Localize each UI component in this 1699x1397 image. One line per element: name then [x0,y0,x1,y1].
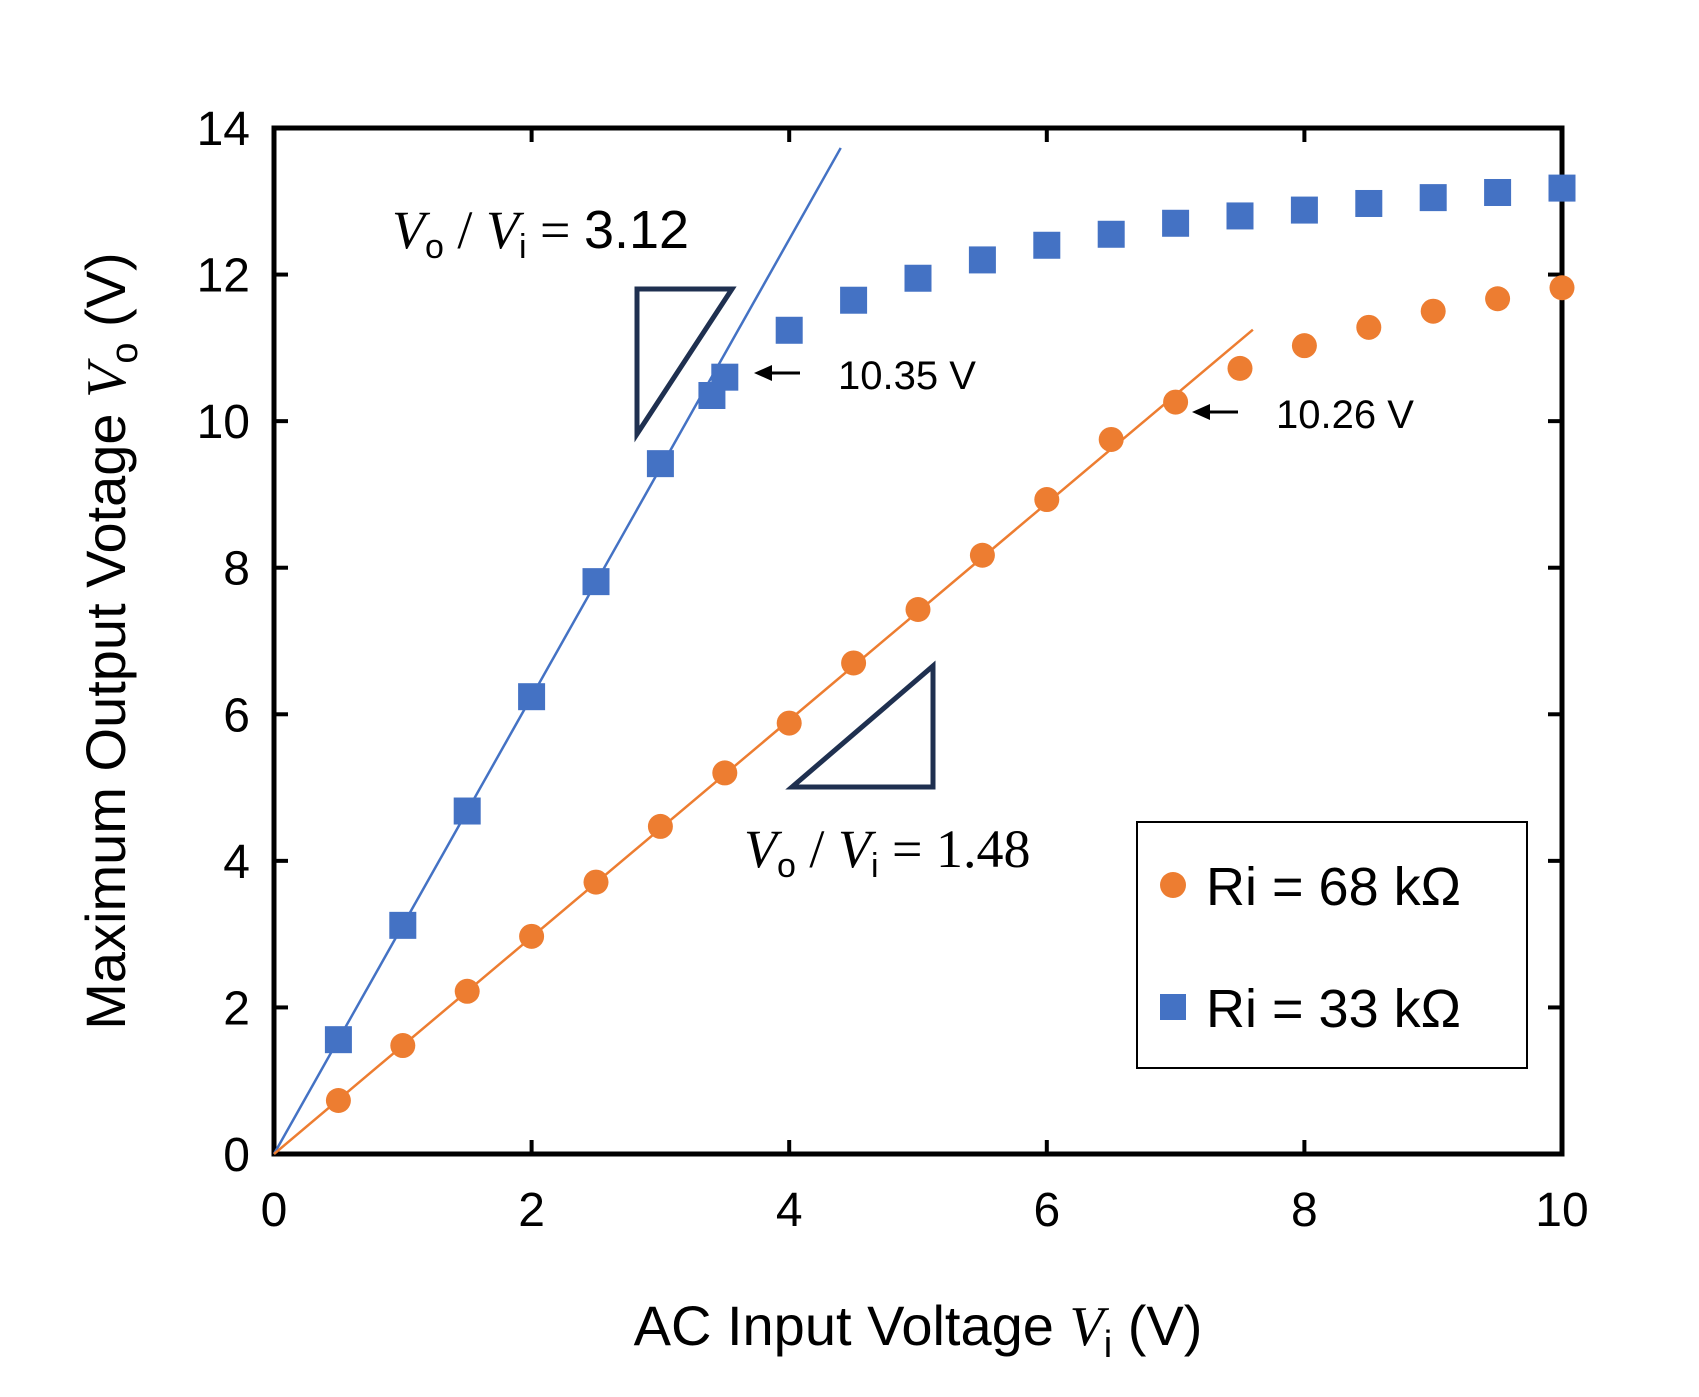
data-point-33k [968,246,996,274]
data-point-68k [519,923,545,949]
data-point-33k [904,264,932,292]
annotation-10.35: 10.35 V [838,354,976,398]
y-tick-label: 2 [223,982,250,1035]
x-tick-label: 6 [1033,1184,1060,1237]
plot-frame [271,125,1565,1157]
data-markers [324,174,1576,1114]
data-point-68k [969,542,995,568]
data-point-68k [712,760,738,786]
legend-label-68k: Ri = 68 kΩ [1206,857,1461,917]
data-point-33k [646,450,674,478]
data-point-33k [1097,220,1125,248]
legend-label-33k: Ri = 33 kΩ [1206,979,1461,1039]
x-tick-label: 8 [1291,1184,1318,1237]
data-point-33k [775,316,803,344]
y-tick-label: 14 [197,103,250,156]
x-tick-label: 4 [776,1184,803,1237]
legend-marker-33k [1160,994,1186,1020]
fit-line [272,147,842,1155]
slope-triangle-68k [785,660,936,790]
data-point-33k [1548,174,1576,202]
data-point-33k [453,797,481,825]
fit-lines [272,147,1254,1155]
y-axis-title: Maximum Output Votage Vo (V) [74,252,146,1029]
arrow-icon [754,365,800,381]
data-point-33k [1355,189,1383,217]
data-point-68k [1420,298,1446,324]
data-point-33k [389,911,417,939]
data-point-68k [1163,389,1189,415]
y-tick-label: 8 [223,543,250,596]
legend: Ri = 68 kΩ Ri = 33 kΩ [1136,821,1528,1069]
y-tick-label: 4 [223,836,250,889]
data-point-33k [1226,202,1254,230]
annotation-10.26: 10.26 V [1276,393,1414,437]
fit-line [273,328,1254,1155]
arrow-icon [1192,404,1238,420]
data-point-68k [1034,487,1060,513]
data-point-68k [1291,333,1317,359]
data-point-33k [324,1026,352,1054]
data-point-33k [1419,184,1447,212]
x-tick-label: 2 [518,1184,545,1237]
data-point-33k [582,568,610,596]
slope-triangle-33k [634,286,737,443]
x-axis-title: AC Input Voltage Vi (V) [634,1294,1203,1366]
data-point-68k [583,869,609,895]
y-tick-label: 0 [223,1129,250,1182]
data-point-68k [776,710,802,736]
data-point-68k [454,978,480,1004]
y-tick-label: 12 [197,250,250,303]
x-tick-label: 0 [261,1184,288,1237]
data-point-68k [647,813,673,839]
data-point-68k [1356,314,1382,340]
data-point-68k [1485,286,1511,312]
y-tick-label: 6 [223,689,250,742]
data-point-68k [1549,275,1575,301]
data-point-33k [840,286,868,314]
data-point-33k [1033,231,1061,259]
data-point-33k [1290,196,1318,224]
legend-marker-68k [1160,872,1186,898]
y-tick-label: 10 [197,396,250,449]
data-point-68k [905,596,931,622]
slope-label-68k: Vo / Vi = 1.48 [744,819,1030,885]
data-point-68k [841,650,867,676]
slope-label-33k: Vo / Vi = 3.12 [392,200,689,266]
axis-ticks: 0 2 4 6 8 10 0 2 4 6 8 10 12 14 [197,103,1589,1237]
data-point-33k [518,683,546,711]
data-point-68k [325,1088,351,1114]
data-point-68k [1098,426,1124,452]
data-point-68k [1227,355,1253,381]
data-point-33k [1162,209,1190,237]
data-point-33k [1484,178,1512,206]
data-point-68k [390,1033,416,1059]
data-point-33k [711,363,739,391]
x-tick-label: 10 [1535,1184,1588,1237]
